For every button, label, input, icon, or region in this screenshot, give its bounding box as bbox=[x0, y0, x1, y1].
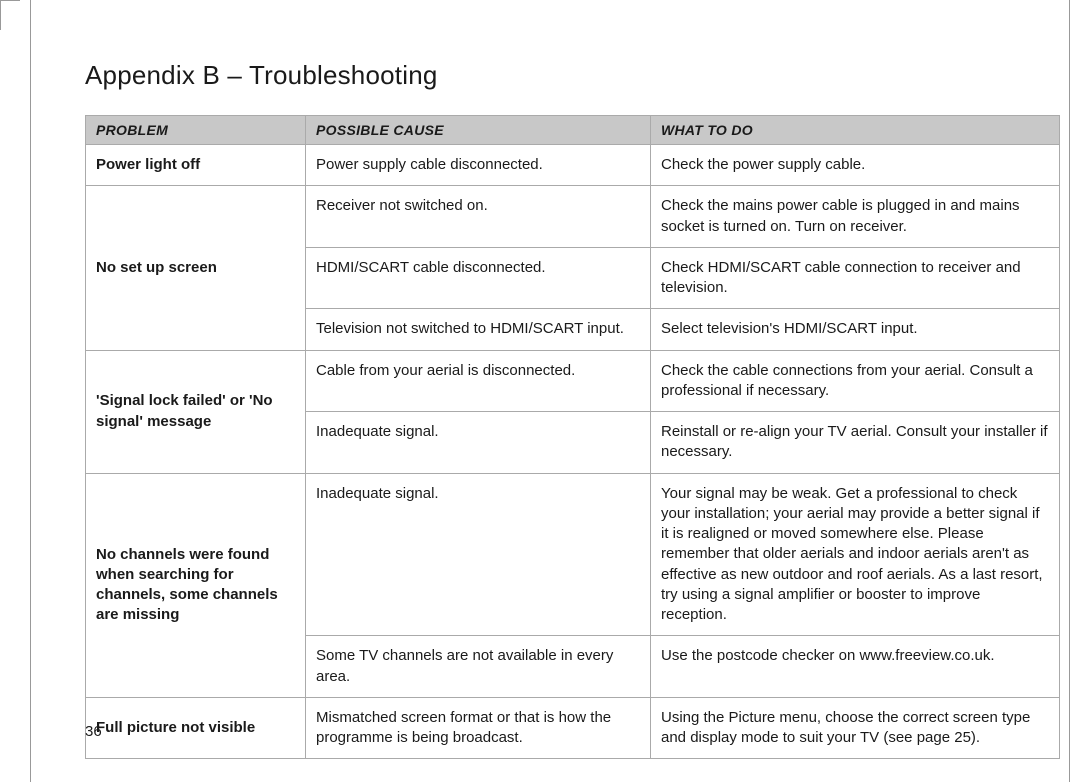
page-number: 36 bbox=[85, 723, 102, 740]
table-row: Full picture not visibleMismatched scree… bbox=[86, 697, 1060, 759]
col-header-cause: POSSIBLE CAUSE bbox=[306, 116, 651, 145]
problem-cell: No channels were found when searching fo… bbox=[86, 473, 306, 697]
col-header-todo: WHAT TO DO bbox=[651, 116, 1060, 145]
todo-cell: Check the power supply cable. bbox=[651, 145, 1060, 186]
todo-cell: Using the Picture menu, choose the corre… bbox=[651, 697, 1060, 759]
col-header-problem: PROBLEM bbox=[86, 116, 306, 145]
crop-mark bbox=[0, 0, 20, 1]
cause-cell: Inadequate signal. bbox=[306, 473, 651, 636]
cause-cell: HDMI/SCART cable disconnected. bbox=[306, 247, 651, 309]
cause-cell: Receiver not switched on. bbox=[306, 186, 651, 248]
table-row: No set up screenReceiver not switched on… bbox=[86, 186, 1060, 248]
todo-cell: Use the postcode checker on www.freeview… bbox=[651, 636, 1060, 698]
table-row: Power light offPower supply cable discon… bbox=[86, 145, 1060, 186]
todo-cell: Check the cable connections from your ae… bbox=[651, 350, 1060, 412]
cause-cell: Television not switched to HDMI/SCART in… bbox=[306, 309, 651, 350]
todo-cell: Check the mains power cable is plugged i… bbox=[651, 186, 1060, 248]
crop-mark bbox=[0, 0, 1, 30]
problem-cell: Full picture not visible bbox=[86, 697, 306, 759]
cause-cell: Inadequate signal. bbox=[306, 412, 651, 474]
problem-cell: 'Signal lock failed' or 'No signal' mess… bbox=[86, 350, 306, 473]
cause-cell: Mismatched screen format or that is how … bbox=[306, 697, 651, 759]
todo-cell: Check HDMI/SCART cable connection to rec… bbox=[651, 247, 1060, 309]
page-content: Appendix B – Troubleshooting PROBLEM POS… bbox=[85, 60, 1060, 759]
troubleshooting-table: PROBLEM POSSIBLE CAUSE WHAT TO DO Power … bbox=[85, 115, 1060, 759]
page-title: Appendix B – Troubleshooting bbox=[85, 60, 1060, 91]
table-header-row: PROBLEM POSSIBLE CAUSE WHAT TO DO bbox=[86, 116, 1060, 145]
cause-cell: Cable from your aerial is disconnected. bbox=[306, 350, 651, 412]
todo-cell: Select television's HDMI/SCART input. bbox=[651, 309, 1060, 350]
table-body: Power light offPower supply cable discon… bbox=[86, 145, 1060, 759]
cause-cell: Power supply cable disconnected. bbox=[306, 145, 651, 186]
table-row: 'Signal lock failed' or 'No signal' mess… bbox=[86, 350, 1060, 412]
table-row: No channels were found when searching fo… bbox=[86, 473, 1060, 636]
todo-cell: Reinstall or re-align your TV aerial. Co… bbox=[651, 412, 1060, 474]
problem-cell: No set up screen bbox=[86, 186, 306, 350]
cause-cell: Some TV channels are not available in ev… bbox=[306, 636, 651, 698]
problem-cell: Power light off bbox=[86, 145, 306, 186]
todo-cell: Your signal may be weak. Get a professio… bbox=[651, 473, 1060, 636]
